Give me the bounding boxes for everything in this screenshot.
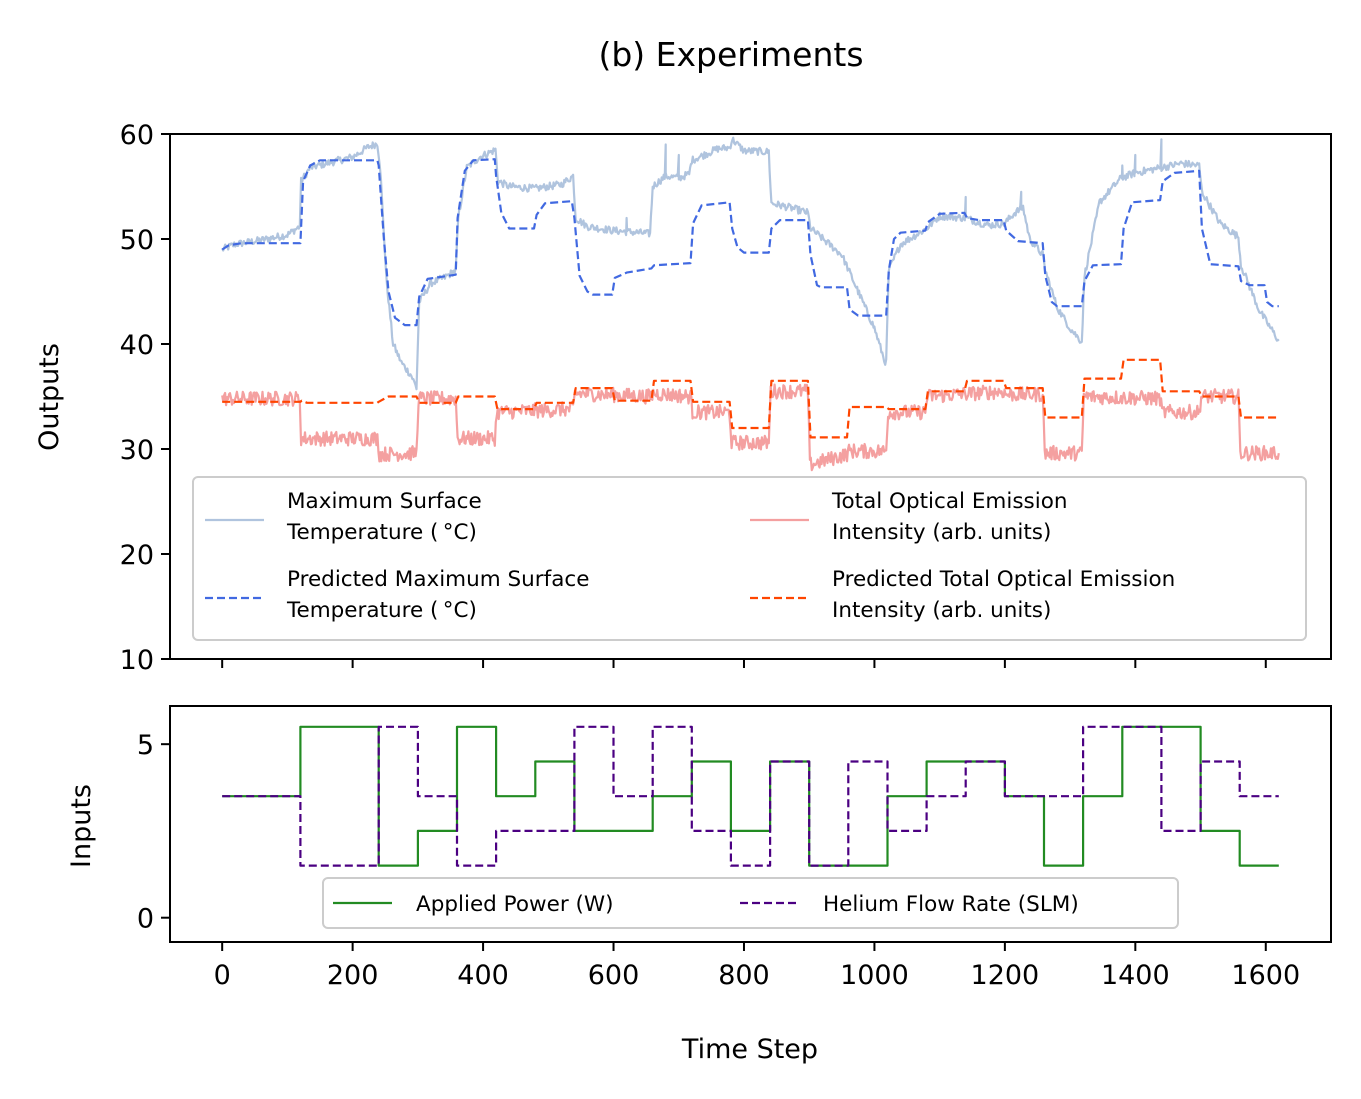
inputs-y-label: Inputs [66, 784, 97, 868]
inputs-axes-frame [169, 705, 1332, 943]
inputs-x-tick-label: 600 [588, 960, 640, 991]
legend-label-4: Predicted Total Optical Emission Intensit… [832, 567, 1175, 623]
outputs-y-label: Outputs [34, 343, 65, 451]
inputs-series-line-2 [222, 725, 1279, 867]
inputs-y-tick-label: 5 [137, 730, 154, 761]
inputs-legend-label-1: Applied Power (W) [416, 892, 614, 917]
inputs-x-tick-label: 200 [327, 960, 379, 991]
outputs-y-tick-label: 60 [120, 120, 154, 151]
outputs-y-tick-label: 30 [120, 435, 154, 466]
outputs-panel: 10 20 30 40 50 60 Outputs Maximum Surface Temp… [34, 120, 1332, 676]
outputs-axes-frame [169, 133, 1332, 660]
inputs-x-tick-label: 0 [214, 960, 231, 991]
outputs-series-group [221, 136, 1280, 472]
inputs-legend: Applied Power (W) Helium Flow Rate (SLM) [322, 877, 1179, 929]
outputs-y-tick-label: 40 [120, 330, 154, 361]
legend-label-2: Predicted Maximum Surface Temperature ( °… [286, 567, 589, 623]
outputs-y-tick-label: 10 [120, 645, 154, 676]
outputs-y-tick-label: 20 [120, 540, 154, 571]
legend-label-1: Maximum Surface Temperature ( °C) [286, 489, 482, 545]
outputs-series-line-3 [221, 383, 1280, 472]
outputs-y-tick-label: 50 [120, 225, 154, 256]
outputs-y-ticks: 10 20 30 40 50 60 [120, 120, 170, 676]
inputs-x-tick-label: 1400 [1101, 960, 1170, 991]
inputs-x-tick-label: 400 [457, 960, 509, 991]
inputs-legend-box [322, 877, 1179, 929]
outputs-series-line-2 [221, 158, 1279, 327]
figure-title: (b) Experiments [598, 35, 863, 74]
outputs-x-ticks [221, 659, 1267, 668]
inputs-y-ticks: 05 [137, 730, 170, 935]
inputs-x-tick-label: 800 [718, 960, 770, 991]
outputs-series-line-1 [221, 136, 1280, 391]
outputs-legend: Maximum Surface Temperature ( °C) Predicte… [192, 476, 1307, 641]
inputs-series-line-1 [222, 725, 1279, 867]
inputs-x-tick-label: 1600 [1231, 960, 1300, 991]
inputs-x-ticks: 0 200 400 600 800 1000 1200 1400 1600 [214, 942, 1300, 991]
x-axis-label: Time Step [681, 1034, 818, 1065]
inputs-legend-label-2: Helium Flow Rate (SLM) [823, 892, 1079, 917]
outputs-legend-box [192, 476, 1307, 641]
inputs-x-tick-label: 1000 [840, 960, 909, 991]
inputs-y-tick-label: 0 [137, 904, 154, 935]
inputs-x-tick-label: 1200 [971, 960, 1040, 991]
legend-label-3: Total Optical Emission Intensity (arb. un… [831, 489, 1067, 545]
inputs-panel: 05 0 200 400 600 800 1000 1200 1400 1600 Inputs … [66, 705, 1332, 1065]
inputs-series-group [222, 725, 1279, 867]
outputs-series-line-4 [222, 358, 1279, 439]
